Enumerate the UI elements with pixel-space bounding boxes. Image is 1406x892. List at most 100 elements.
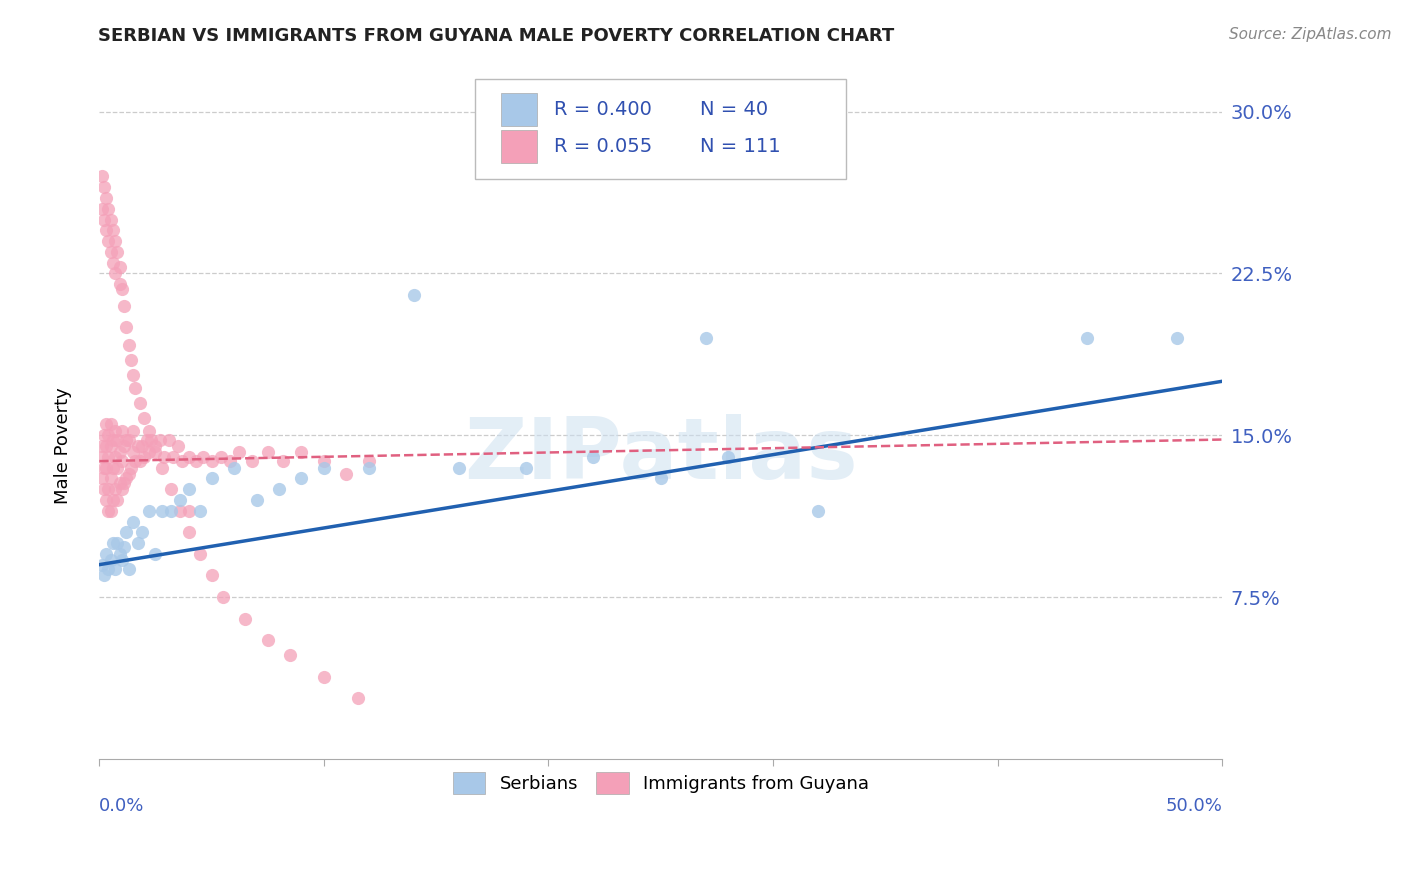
Point: [105, 433, 128, 447]
Point: [127, 439, 149, 453]
Point: [190, 547, 212, 561]
Point: [267, 482, 290, 496]
Text: N = 111: N = 111: [700, 137, 780, 156]
Point: [117, 562, 139, 576]
Point: [111, 281, 134, 295]
Point: [122, 445, 145, 459]
FancyBboxPatch shape: [502, 130, 537, 163]
Point: [135, 433, 157, 447]
Point: [108, 547, 131, 561]
Text: SERBIAN VS IMMIGRANTS FROM GUYANA MALE POVERTY CORRELATION CHART: SERBIAN VS IMMIGRANTS FROM GUYANA MALE P…: [98, 27, 894, 45]
Point: [111, 424, 134, 438]
Point: [111, 482, 134, 496]
Point: [101, 492, 124, 507]
Text: 50.0%: 50.0%: [1166, 797, 1222, 814]
Point: [94, 547, 117, 561]
Point: [93, 482, 115, 496]
Point: [90, 439, 112, 453]
Point: [115, 320, 138, 334]
Point: [122, 515, 145, 529]
Text: Source: ZipAtlas.com: Source: ZipAtlas.com: [1229, 27, 1392, 42]
Point: [93, 460, 115, 475]
Point: [145, 445, 167, 459]
Point: [104, 562, 127, 576]
Point: [153, 450, 176, 464]
Point: [100, 439, 122, 453]
Point: [650, 471, 672, 485]
Point: [101, 255, 124, 269]
Point: [157, 433, 180, 447]
Point: [111, 454, 134, 468]
Point: [97, 428, 120, 442]
Point: [402, 288, 425, 302]
Point: [160, 504, 183, 518]
Point: [162, 450, 184, 464]
Point: [100, 553, 122, 567]
Point: [128, 454, 150, 468]
Point: [94, 492, 117, 507]
Point: [120, 460, 142, 475]
Point: [218, 454, 240, 468]
Point: [191, 450, 214, 464]
Point: [120, 352, 142, 367]
Point: [172, 454, 194, 468]
Point: [169, 492, 191, 507]
Text: ZIPatlas: ZIPatlas: [464, 414, 858, 497]
Point: [212, 590, 235, 604]
Point: [93, 428, 115, 442]
Point: [149, 433, 172, 447]
Point: [515, 460, 537, 475]
Point: [112, 299, 135, 313]
Point: [131, 525, 153, 540]
Text: 0.0%: 0.0%: [100, 797, 145, 814]
Point: [290, 445, 312, 459]
Point: [115, 525, 138, 540]
Point: [112, 541, 135, 555]
Point: [97, 202, 120, 216]
Point: [190, 504, 212, 518]
Legend: Serbians, Immigrants from Guyana: Serbians, Immigrants from Guyana: [446, 765, 876, 802]
Point: [94, 439, 117, 453]
Point: [127, 536, 149, 550]
Point: [447, 460, 470, 475]
Point: [128, 396, 150, 410]
Point: [312, 670, 335, 684]
Point: [105, 244, 128, 259]
Point: [201, 471, 224, 485]
Point: [1076, 331, 1098, 345]
Point: [94, 460, 117, 475]
Point: [90, 558, 112, 572]
Point: [167, 439, 190, 453]
Point: [256, 445, 278, 459]
Point: [717, 450, 740, 464]
Point: [582, 450, 605, 464]
Point: [94, 417, 117, 432]
Text: R = 0.055: R = 0.055: [554, 137, 652, 156]
Point: [233, 611, 256, 625]
Point: [179, 525, 201, 540]
Point: [105, 460, 128, 475]
Point: [695, 331, 717, 345]
FancyBboxPatch shape: [502, 93, 537, 126]
Point: [101, 433, 124, 447]
Point: [179, 450, 201, 464]
Point: [160, 482, 183, 496]
Point: [357, 460, 380, 475]
Point: [111, 553, 134, 567]
Point: [115, 471, 138, 485]
Text: R = 0.400: R = 0.400: [554, 100, 652, 119]
Point: [100, 212, 122, 227]
Point: [245, 492, 267, 507]
Point: [312, 460, 335, 475]
Point: [112, 475, 135, 490]
Point: [807, 504, 830, 518]
Point: [117, 467, 139, 481]
Point: [100, 504, 122, 518]
Point: [93, 180, 115, 194]
Point: [357, 454, 380, 468]
Point: [105, 492, 128, 507]
Point: [104, 267, 127, 281]
Point: [122, 424, 145, 438]
Point: [93, 212, 115, 227]
Point: [169, 504, 191, 518]
